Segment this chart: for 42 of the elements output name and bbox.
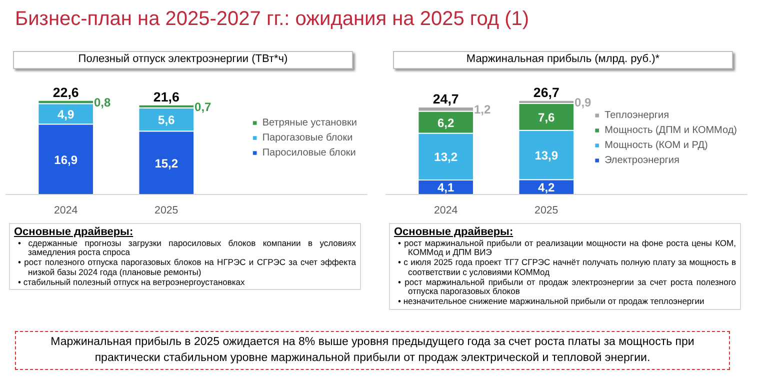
x-tick-label: 2025 [534, 204, 558, 216]
text: • рост маржинальной прибыли от продаж электроэнергии за счет роста полезного отпуска парогазовых блоков [397, 276, 736, 298]
text: • стабильный полезный отпуск на ветроэнергоустановках [17, 276, 246, 288]
text: • незначительное снижение маржинальной прибыли от продаж теплоэнергии [397, 296, 706, 307]
text: Основные драйверы: [394, 226, 514, 239]
chart-title: Маржинальная прибыль (млрд. руб.)* [393, 51, 733, 69]
data-label: 13,9 [534, 148, 558, 163]
legend-label: Теплоэнергия [604, 110, 670, 120]
total-label: 24,7 [432, 92, 459, 107]
data-label: 7,6 [538, 110, 556, 124]
data-label: 4,2 [538, 180, 556, 195]
text: • с июля 2025 года проект ТГ7 СГРЭС начнёт получать полную плату за мощность в соответствии с условиями КОММод [397, 257, 736, 278]
x-tick-label: 2024 [54, 204, 78, 216]
data-label: 4,9 [57, 107, 74, 122]
text: Маржинальная прибыль в 2025 ожидается на 8% выше уровня предыдущего года за счет роста платы за мощность при практически стабильном уровне маржинальной прибыли от продаж электрической и тепловой энергии. [15, 331, 730, 370]
chart-title: Полезный отпуск электроэнергии (ТВт*ч) [13, 51, 353, 69]
total-label: 22,6 [52, 84, 79, 100]
data-label: 4,1 [437, 180, 454, 195]
data-label: 16,9 [54, 152, 78, 167]
data-label: 0,9 [574, 95, 592, 110]
text: • сдержанные прогнозы загрузки паросиловых блоков компании в условиях замедления роста спроса [17, 238, 356, 258]
legend-label: Паросиловые блоки [262, 147, 356, 158]
legend-label: Мощность (КОМ и РД) [604, 140, 708, 150]
total-label: 26,7 [533, 84, 560, 100]
data-label: 6,2 [437, 116, 454, 130]
data-label: 1,2 [474, 102, 491, 117]
data-label: 5,6 [158, 113, 176, 127]
legend-label: Парогазовые блоки [262, 132, 353, 143]
total-label: 21,6 [153, 90, 180, 105]
data-label: 15,2 [154, 156, 178, 170]
data-label: 13,2 [434, 150, 458, 164]
legend-label: Ветряные установки [262, 117, 357, 128]
data-label: 0,8 [94, 96, 111, 110]
text: Основные драйверы: [14, 226, 134, 239]
data-label: 0,7 [194, 100, 212, 114]
legend-label: Мощность (ДПМ и КОММод) [604, 124, 737, 136]
text: • рост маржинальной прибыли от реализации мощности на фоне роста цены КОМ, КОММод и ДПМ ВИЭ [397, 238, 736, 258]
x-tick-label: 2024 [434, 204, 458, 216]
x-tick-label: 2025 [154, 204, 178, 216]
text: • рост полезного отпуска парогазовых блоков на НГРЭС и СГРЭС за счет эффекта низкой базы 2024 года (плановые ремонты) [17, 257, 356, 278]
text: Бизнес-план на 2025-2027 гг.: ожидания на 2025 год (1) [14, 7, 530, 32]
legend-label: Электроэнергия [604, 154, 680, 166]
